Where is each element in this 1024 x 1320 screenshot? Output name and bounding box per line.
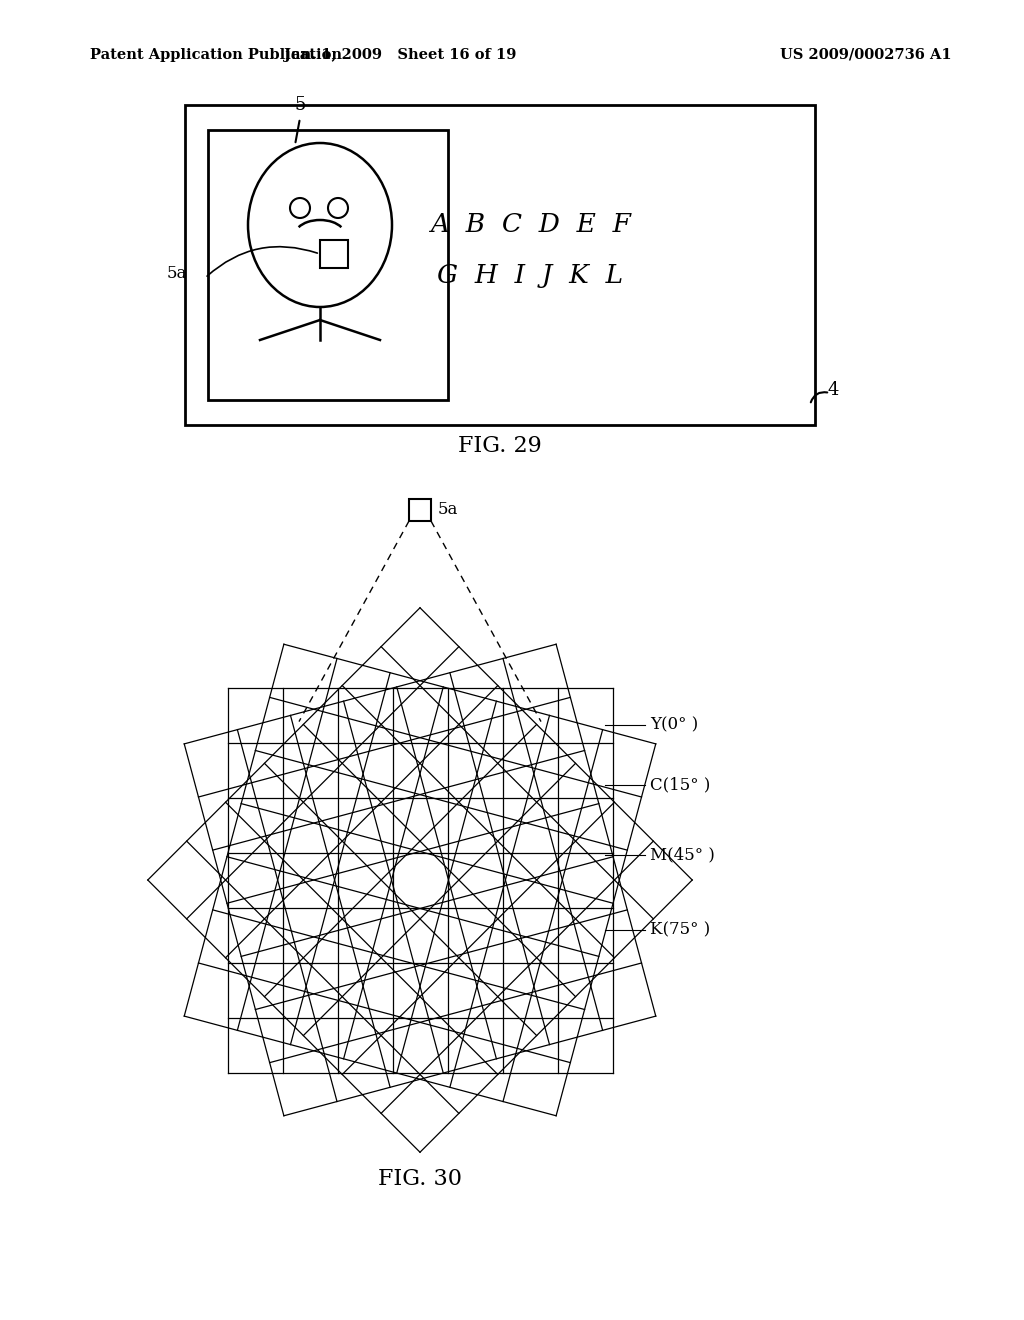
- Text: A  B  C  D  E  F: A B C D E F: [429, 213, 631, 238]
- Text: M(45° ): M(45° ): [650, 846, 715, 863]
- Bar: [319, 240, 348, 268]
- Circle shape: [290, 198, 310, 218]
- Circle shape: [328, 198, 348, 218]
- Bar: [208, 129, 449, 400]
- Text: C(15° ): C(15° ): [650, 776, 711, 793]
- Text: 5: 5: [294, 96, 306, 114]
- Ellipse shape: [248, 143, 392, 308]
- Text: FIG. 29: FIG. 29: [458, 436, 542, 457]
- Text: G  H  I  J  K  L: G H I J K L: [437, 263, 623, 288]
- Text: US 2009/0002736 A1: US 2009/0002736 A1: [780, 48, 951, 62]
- Text: Jan. 1, 2009   Sheet 16 of 19: Jan. 1, 2009 Sheet 16 of 19: [284, 48, 516, 62]
- Text: Y(0° ): Y(0° ): [650, 717, 698, 734]
- Text: FIG. 30: FIG. 30: [378, 1168, 462, 1191]
- Text: 4: 4: [828, 381, 840, 399]
- Text: 5a: 5a: [167, 265, 187, 282]
- Text: Patent Application Publication: Patent Application Publication: [90, 48, 342, 62]
- Bar: [185, 106, 815, 425]
- Text: 5a: 5a: [438, 502, 459, 519]
- Bar: [409, 499, 431, 521]
- Text: K(75° ): K(75° ): [650, 921, 711, 939]
